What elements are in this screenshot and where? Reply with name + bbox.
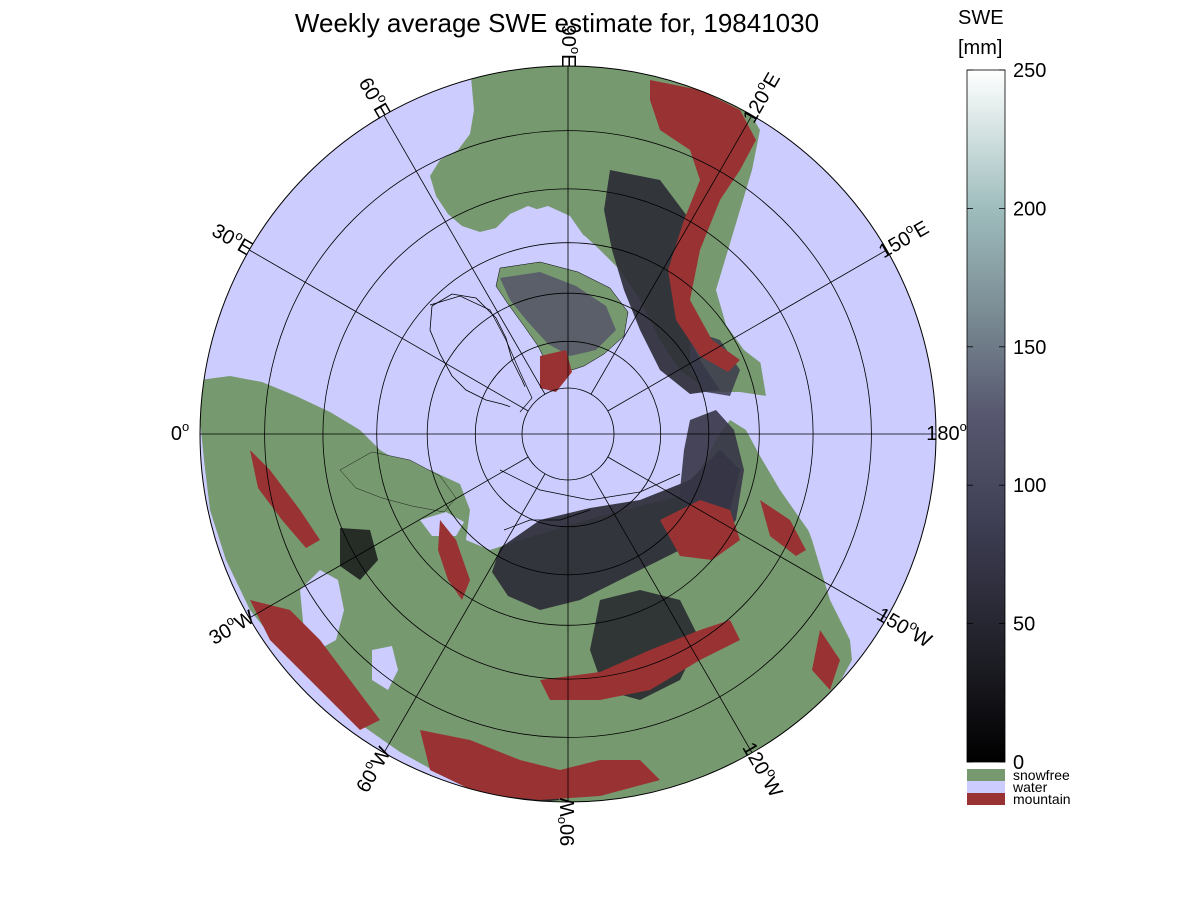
coastlines [429, 295, 681, 531]
graticule [200, 66, 936, 802]
mountain-kamchatka [760, 500, 806, 556]
baltic-sea [300, 570, 344, 650]
mountain-caucasus [420, 730, 660, 800]
meridian-label: 120oW [738, 736, 791, 801]
meridian-line [383, 473, 546, 753]
meridian-line [590, 473, 753, 753]
swe-region-canada [604, 170, 720, 394]
mountain-urals [438, 520, 470, 600]
category-label-snowfree: snowfree [1013, 767, 1070, 783]
meridian-line [249, 456, 529, 619]
meridian-line [607, 249, 887, 412]
north-pacific [752, 190, 936, 640]
colorbar-title-line1: SWE [958, 7, 1004, 29]
colorbar-gradient [966, 69, 1006, 763]
mountain-layer [250, 80, 840, 800]
meridian-line [607, 456, 887, 619]
polar-map: 0o30oE60oE90oE120oE150oE180oW150oW120oW9… [171, 25, 986, 847]
category-label-mountain: mountain [1013, 791, 1071, 807]
colorbar-tick-label: 200 [1013, 198, 1046, 220]
colorbar-title-line2: [mm] [958, 37, 1002, 59]
meridian-label: 90oW [553, 798, 580, 846]
meridian-line [383, 115, 546, 395]
category-swatch-snowfree [967, 769, 1005, 781]
colorbar-tick-label: 150 [1013, 337, 1046, 359]
meridian-label: 90oE [557, 25, 584, 68]
colorbar-tick-label: 0 [1013, 752, 1024, 774]
colorbar-tick-label: 100 [1013, 475, 1046, 497]
colorbar-tick-label: 250 [1013, 60, 1046, 82]
mountain-japan [812, 630, 840, 690]
meridian-label: 150oW [873, 600, 938, 653]
mountain-east-siberia [660, 500, 740, 560]
mountain-rockies [650, 80, 756, 372]
category-label-water: water [1012, 779, 1048, 795]
caspian-sea [372, 646, 398, 690]
meridian-label: 0o [171, 419, 189, 446]
meridian-line [590, 115, 753, 395]
mountain-altai [540, 620, 740, 700]
land-scandinavia [339, 451, 457, 513]
meridian-line [249, 249, 529, 412]
mountain-greenland-south [540, 350, 572, 392]
mountain-alps [250, 600, 380, 730]
arctic-coast-siberia [500, 392, 700, 500]
category-swatch-mountain [967, 793, 1005, 805]
map-title: Weekly average SWE estimate for, 1984103… [295, 8, 819, 38]
map-border [199, 65, 937, 803]
colorbar-ticks: 0 50 100 150 200 250 [967, 60, 1046, 774]
colorbar-tick-label: 50 [1013, 614, 1035, 636]
swe-region-archipelago [500, 272, 616, 356]
swe-region-siberia [492, 450, 740, 610]
meridian-label: 120oE [735, 67, 785, 127]
meridian-label: 150oE [873, 213, 933, 263]
colorbar: SWE [mm] 0 50 100 150 200 250 snowfreewatermo… [958, 7, 1071, 807]
category-swatch-water [967, 781, 1005, 793]
swe-region-scandinavia [340, 528, 378, 580]
